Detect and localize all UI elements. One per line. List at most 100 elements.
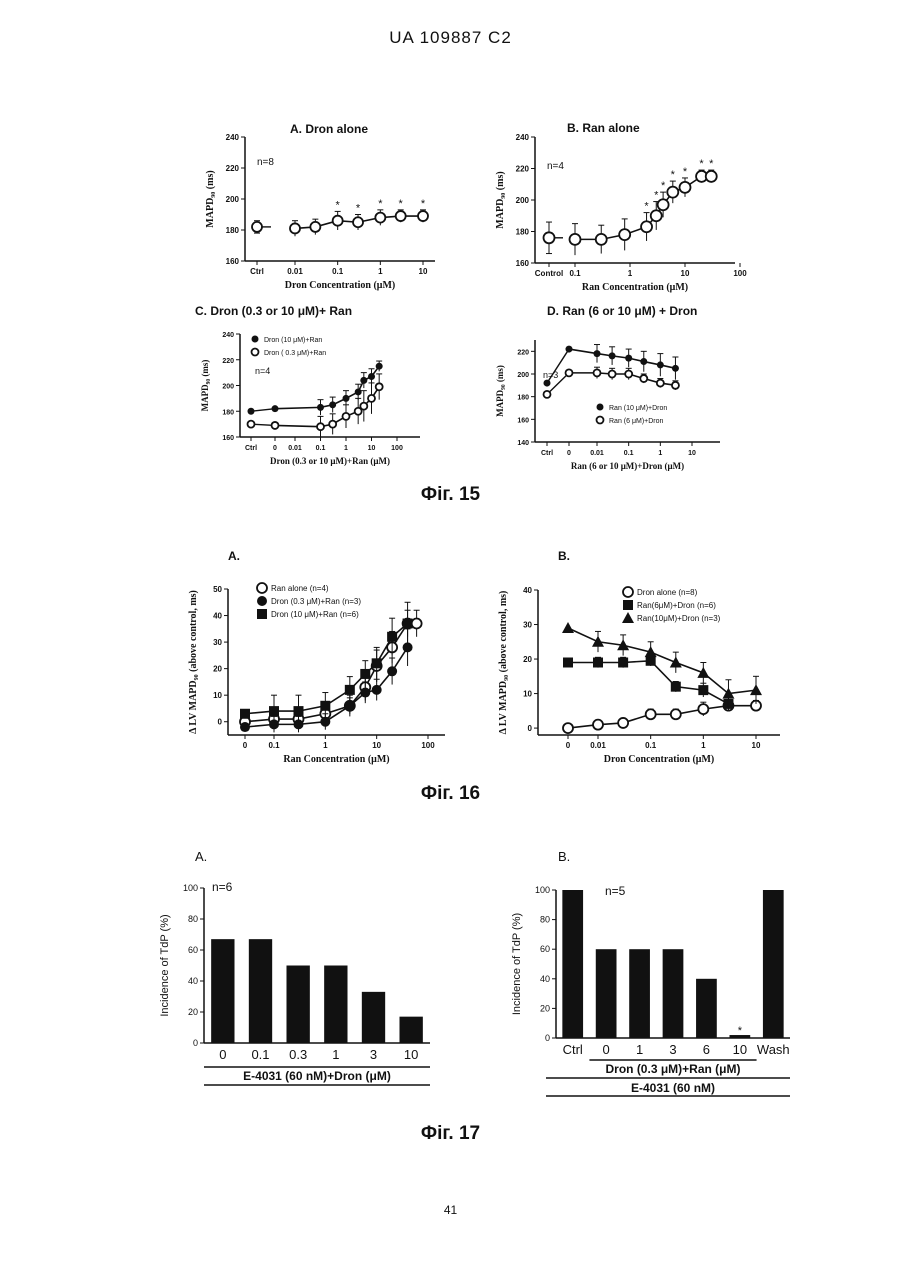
chart-16a: A.5040302010000.1110100Ran Concentration…: [170, 545, 460, 770]
data-point: [640, 358, 647, 365]
x-tick-label: Ctrl: [245, 445, 257, 452]
y-tick-label: 0: [193, 1038, 198, 1048]
x-tick-label: 0.01: [288, 445, 302, 452]
legend-label: Ran alone (n=4): [271, 584, 329, 593]
bar: [763, 890, 784, 1038]
x-tick-label: Ctrl: [563, 1042, 583, 1057]
significance-star: *: [378, 198, 383, 210]
y-tick-label: 220: [226, 164, 240, 173]
data-point: [240, 722, 250, 732]
x-tick-label: 1: [628, 269, 633, 278]
y-tick-label: 60: [540, 944, 550, 954]
chart-17a: A.100806040200Incidence of TdP (%)n=600.…: [140, 845, 460, 1090]
data-point: [375, 213, 385, 223]
data-point: [368, 373, 375, 380]
x-tick-label: 0: [273, 445, 277, 452]
bar: [324, 966, 347, 1044]
y-tick-label: 0: [545, 1033, 550, 1043]
data-point: [368, 395, 375, 402]
patent-header: UA 109887 C2: [0, 28, 901, 48]
data-point: [671, 709, 681, 719]
x-tick-label: 0: [567, 450, 571, 457]
data-point: [618, 658, 628, 668]
data-point: [594, 369, 601, 376]
chart-16b: B.40302010000.010.1110Dron Concentration…: [480, 545, 800, 770]
chart-17b: B.100806040200Incidence of TdP (%)n=5Ctr…: [500, 845, 820, 1115]
x-tick-label: 1: [378, 267, 383, 276]
significance-star: *: [421, 198, 426, 210]
x-tick-label: 0.1: [251, 1047, 269, 1062]
x-tick-label: 10: [688, 450, 696, 457]
n-annotation: n=4: [255, 366, 270, 376]
y-tick-label: 220: [222, 358, 234, 365]
x-tick-label: 0: [243, 741, 248, 750]
y-axis-label: MAPD₉₀ (ms): [495, 171, 506, 228]
data-point: [697, 667, 709, 678]
x-tick-label: 100: [733, 269, 747, 278]
y-tick-label: 20: [188, 1007, 198, 1017]
data-point: [376, 363, 383, 370]
x-tick-label: 0.01: [590, 741, 606, 750]
y-axis-label: MAPD₉₀ (ms): [495, 365, 505, 417]
bar: [211, 939, 234, 1043]
data-point: [387, 632, 397, 642]
x-tick-label: 100: [421, 741, 435, 750]
bar: [286, 966, 309, 1044]
data-point: [345, 685, 355, 695]
x-tick-label: 0.1: [569, 269, 581, 278]
x-tick-label: 0.1: [332, 267, 344, 276]
x-tick-label: Ctrl: [541, 450, 553, 457]
series-line: [245, 624, 408, 714]
data-point: [544, 391, 551, 398]
x-tick-label: 0: [219, 1047, 226, 1062]
legend-marker: [252, 336, 259, 343]
chart-title: B.: [558, 549, 570, 563]
x-tick-label: 0.3: [289, 1047, 307, 1062]
x-axis-label: Dron (0.3 μM)+Ran (μM): [605, 1062, 740, 1076]
y-tick-label: 60: [188, 945, 198, 955]
legend-marker: [623, 587, 633, 597]
data-point: [317, 404, 324, 411]
x-tick-label: 0.01: [590, 450, 604, 457]
data-point: [272, 405, 279, 412]
x-axis-label: Dron (0.3 or 10 μM)+Ran (μM): [270, 456, 390, 466]
data-point: [609, 371, 616, 378]
n-annotation: n=6: [212, 880, 233, 894]
y-tick-label: 10: [523, 690, 532, 699]
data-point: [343, 413, 350, 420]
y-axis-label: MAPD₉₀ (ms): [205, 170, 216, 227]
x-tick-label: 1: [344, 445, 348, 452]
significance-star: *: [683, 166, 688, 178]
data-point: [667, 187, 678, 198]
data-point: [544, 380, 551, 387]
data-point: [248, 408, 255, 415]
y-tick-label: 180: [222, 409, 234, 416]
y-tick-label: 50: [213, 585, 222, 594]
y-axis-label: Incidence of TdP (%): [511, 913, 523, 1015]
data-point: [596, 234, 607, 245]
bar: [663, 949, 684, 1038]
x-tick-label: 10: [419, 267, 428, 276]
data-point: [698, 704, 708, 714]
legend-marker: [257, 596, 267, 606]
chart-title: A. Dron alone: [290, 122, 368, 136]
legend-marker: [257, 609, 267, 619]
fig17-caption: Фіг. 17: [0, 1123, 901, 1145]
bar: [399, 1017, 422, 1043]
x-axis-label: Ran (6 or 10 μM)+Dron (μM): [571, 461, 684, 471]
chart-title: D. Ran (6 or 10 μM) + Dron: [547, 304, 697, 318]
legend-marker: [597, 404, 604, 411]
significance-star: *: [644, 201, 649, 213]
y-tick-label: 160: [222, 435, 234, 442]
y-axis-label: Incidence of TdP (%): [159, 914, 171, 1016]
data-point: [609, 352, 616, 359]
fig15-caption: Фіг. 15: [0, 484, 901, 506]
legend-label: Dron (10 μM)+Ran (n=6): [271, 610, 359, 619]
y-tick-label: 40: [540, 974, 550, 984]
series-line: [568, 661, 728, 704]
data-point: [619, 229, 630, 240]
y-tick-label: 0: [218, 718, 223, 727]
legend-label: Dron alone (n=8): [637, 588, 698, 597]
x-tick-label: 0.1: [645, 741, 657, 750]
chart-title: A.: [228, 549, 240, 563]
